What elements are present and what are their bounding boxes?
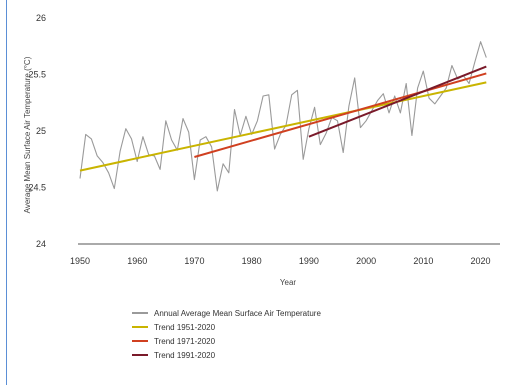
x-tick-label: 2010: [413, 256, 433, 266]
legend-swatch: [132, 312, 148, 314]
legend-item: Annual Average Mean Surface Air Temperat…: [132, 306, 321, 320]
series-line-trend-2: [194, 72, 487, 158]
x-tick-label: 1990: [299, 256, 319, 266]
x-tick-label: 2020: [471, 256, 491, 266]
legend-swatch: [132, 354, 148, 356]
legend-label: Annual Average Mean Surface Air Temperat…: [154, 308, 321, 318]
series-layer: [79, 41, 487, 192]
y-tick-label: 25.5: [28, 70, 46, 80]
x-axis: 1950 1960 1970 1980 1990 2000 2010 2020: [70, 256, 491, 266]
legend-swatch: [132, 340, 148, 342]
x-axis-label: Year: [280, 278, 297, 287]
line-chart: 24 24.5 25 25.5 26 1950 1960 1970 1980 1990 2000 2…: [23, 13, 500, 287]
y-tick-label: 24: [36, 239, 46, 249]
legend-label: Trend 1971-2020: [154, 336, 216, 346]
y-tick-label: 24.5: [28, 183, 46, 193]
x-tick-label: 1950: [70, 256, 90, 266]
x-tick-label: 2000: [356, 256, 376, 266]
legend-label: Trend 1951-2020: [154, 322, 216, 332]
y-axis-label: Average Mean Surface Air Temperature (°C…: [23, 56, 32, 213]
series-line-trend-1: [79, 81, 487, 172]
legend-item: Trend 1971-2020: [132, 334, 321, 348]
legend-label: Trend 1991-2020: [154, 350, 216, 360]
x-tick-label: 1970: [184, 256, 204, 266]
x-tick-label: 1980: [242, 256, 262, 266]
legend: Annual Average Mean Surface Air Temperat…: [132, 306, 321, 362]
series-line-trend-3: [308, 65, 487, 138]
legend-item: Trend 1951-2020: [132, 320, 321, 334]
series-line-annual-temperature: [79, 41, 487, 192]
legend-item: Trend 1991-2020: [132, 348, 321, 362]
y-tick-label: 25: [36, 126, 46, 136]
y-axis: 24 24.5 25 25.5 26: [28, 13, 46, 249]
y-tick-label: 26: [36, 13, 46, 23]
left-border-line: [6, 0, 7, 385]
x-tick-label: 1960: [127, 256, 147, 266]
legend-swatch: [132, 326, 148, 328]
